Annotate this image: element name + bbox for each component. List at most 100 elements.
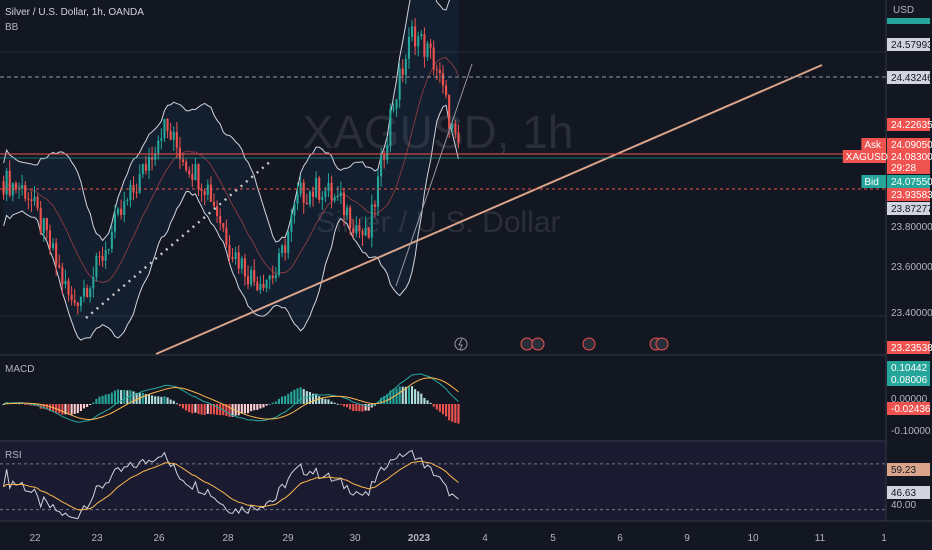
candle-body [246, 276, 250, 285]
candle-body [185, 161, 188, 171]
price-tag-value: 23.87277 [891, 204, 932, 215]
macd-histogram-bar [274, 401, 277, 404]
candle-body [364, 227, 367, 236]
candle-body [181, 159, 185, 162]
macd-histogram-bar [113, 390, 116, 404]
macd-histogram-bar [157, 396, 160, 404]
macd-histogram-bar [129, 390, 132, 404]
macd-histogram-bar [336, 403, 339, 405]
macd-histogram-bar [175, 403, 178, 405]
candle-body [206, 184, 209, 195]
price-tag-label: XAGUSD [846, 152, 888, 163]
candle-body [423, 34, 426, 57]
price-tag [887, 71, 930, 84]
candle-body [172, 132, 175, 140]
candle-body [82, 287, 86, 297]
price-tag-value: 24.07550 [891, 177, 932, 188]
thin-trend-line[interactable] [395, 63, 473, 287]
candle-body [429, 43, 432, 48]
candle-body [274, 274, 277, 279]
macd-histogram-bar [120, 390, 123, 404]
time-axis-label: 29 [282, 533, 294, 544]
candle-body [336, 195, 339, 198]
candle-body [42, 218, 45, 233]
rsi-tag-value: 46.63 [891, 488, 916, 499]
candle-body [5, 170, 8, 195]
macd-histogram-bar [79, 404, 82, 412]
trend-line[interactable] [155, 64, 823, 355]
rsi-ma-line [3, 460, 459, 511]
macd-histogram-bar [355, 404, 358, 412]
macd-histogram-bar [98, 396, 101, 404]
macd-label[interactable]: MACD [5, 364, 34, 375]
indicator-label-bb[interactable]: BB [5, 22, 19, 33]
macd-histogram-bar [243, 404, 246, 414]
candle-body [135, 192, 138, 194]
macd-histogram-bar [45, 404, 48, 410]
macd-histogram-bar [361, 404, 364, 412]
price-tag-value: 24.57993 [891, 40, 932, 51]
candle-body [398, 68, 401, 100]
candle-body [45, 218, 48, 231]
macd-histogram-bar [76, 404, 79, 414]
macd-histogram-bar [212, 404, 216, 415]
macd-histogram-bar [58, 404, 61, 414]
dotted-trend-line[interactable] [85, 159, 273, 319]
time-axis[interactable]: 22 23 26 28 29 30 2023 4 5 6 9 10 11 1 [29, 533, 887, 544]
time-axis-label: 9 [684, 533, 690, 544]
price-tag [887, 138, 930, 151]
candle-body [299, 182, 302, 194]
macd-histogram-bar [253, 404, 256, 411]
macd-histogram-bar [339, 404, 342, 405]
macd-tick: 0.00000 [891, 394, 928, 405]
flag-icon[interactable] [520, 337, 534, 351]
price-tag-value: 24.08300 [891, 152, 932, 163]
macd-histogram-bar [389, 390, 392, 404]
macd-histogram-bar [95, 398, 98, 404]
candle-body [222, 223, 225, 228]
macd-histogram-bar [445, 404, 448, 417]
candle-body [191, 174, 194, 181]
macd-histogram-bar [172, 400, 175, 404]
candle-body [89, 288, 92, 298]
macd-histogram-bar [234, 404, 237, 416]
candle-body [256, 281, 259, 291]
candle-body [324, 190, 327, 198]
candle-body [367, 227, 370, 238]
candle-body [24, 184, 27, 199]
flag-icon[interactable] [655, 337, 669, 351]
macd-histogram-bar [231, 404, 234, 417]
candle-body [73, 299, 76, 303]
candle-body [166, 119, 169, 131]
macd-histogram-bar [299, 387, 302, 404]
candle-body [14, 183, 17, 190]
macd-histogram-bar [30, 404, 33, 406]
macd-histogram-bar [181, 404, 185, 409]
candle-body [141, 164, 144, 175]
bb-lower [3, 104, 459, 341]
macd-histogram-bar [169, 399, 172, 404]
flag-icon[interactable] [531, 337, 545, 351]
candle-body [302, 182, 305, 203]
macd-histogram-bar [154, 396, 157, 404]
candle-body [228, 244, 231, 258]
candle-body [457, 132, 460, 143]
bb-basis [3, 57, 459, 284]
macd-histogram-bar [429, 402, 432, 404]
candle-body [407, 36, 410, 59]
event-icons[interactable] [454, 337, 669, 351]
rsi-label[interactable]: RSI [5, 450, 22, 461]
price-tag-label-box [842, 150, 886, 163]
price-tag-value: 24.43246 [891, 73, 932, 84]
candle-body [448, 95, 451, 129]
macd-histogram-bar [451, 404, 454, 422]
macd-histogram-bar [250, 404, 253, 412]
candle-body [104, 250, 107, 261]
candle-body [392, 108, 395, 110]
candle-body [79, 296, 82, 307]
flag-icon[interactable] [582, 337, 596, 351]
candle-body [98, 255, 101, 257]
candle-body [33, 196, 36, 202]
rsi-tag [887, 486, 930, 499]
